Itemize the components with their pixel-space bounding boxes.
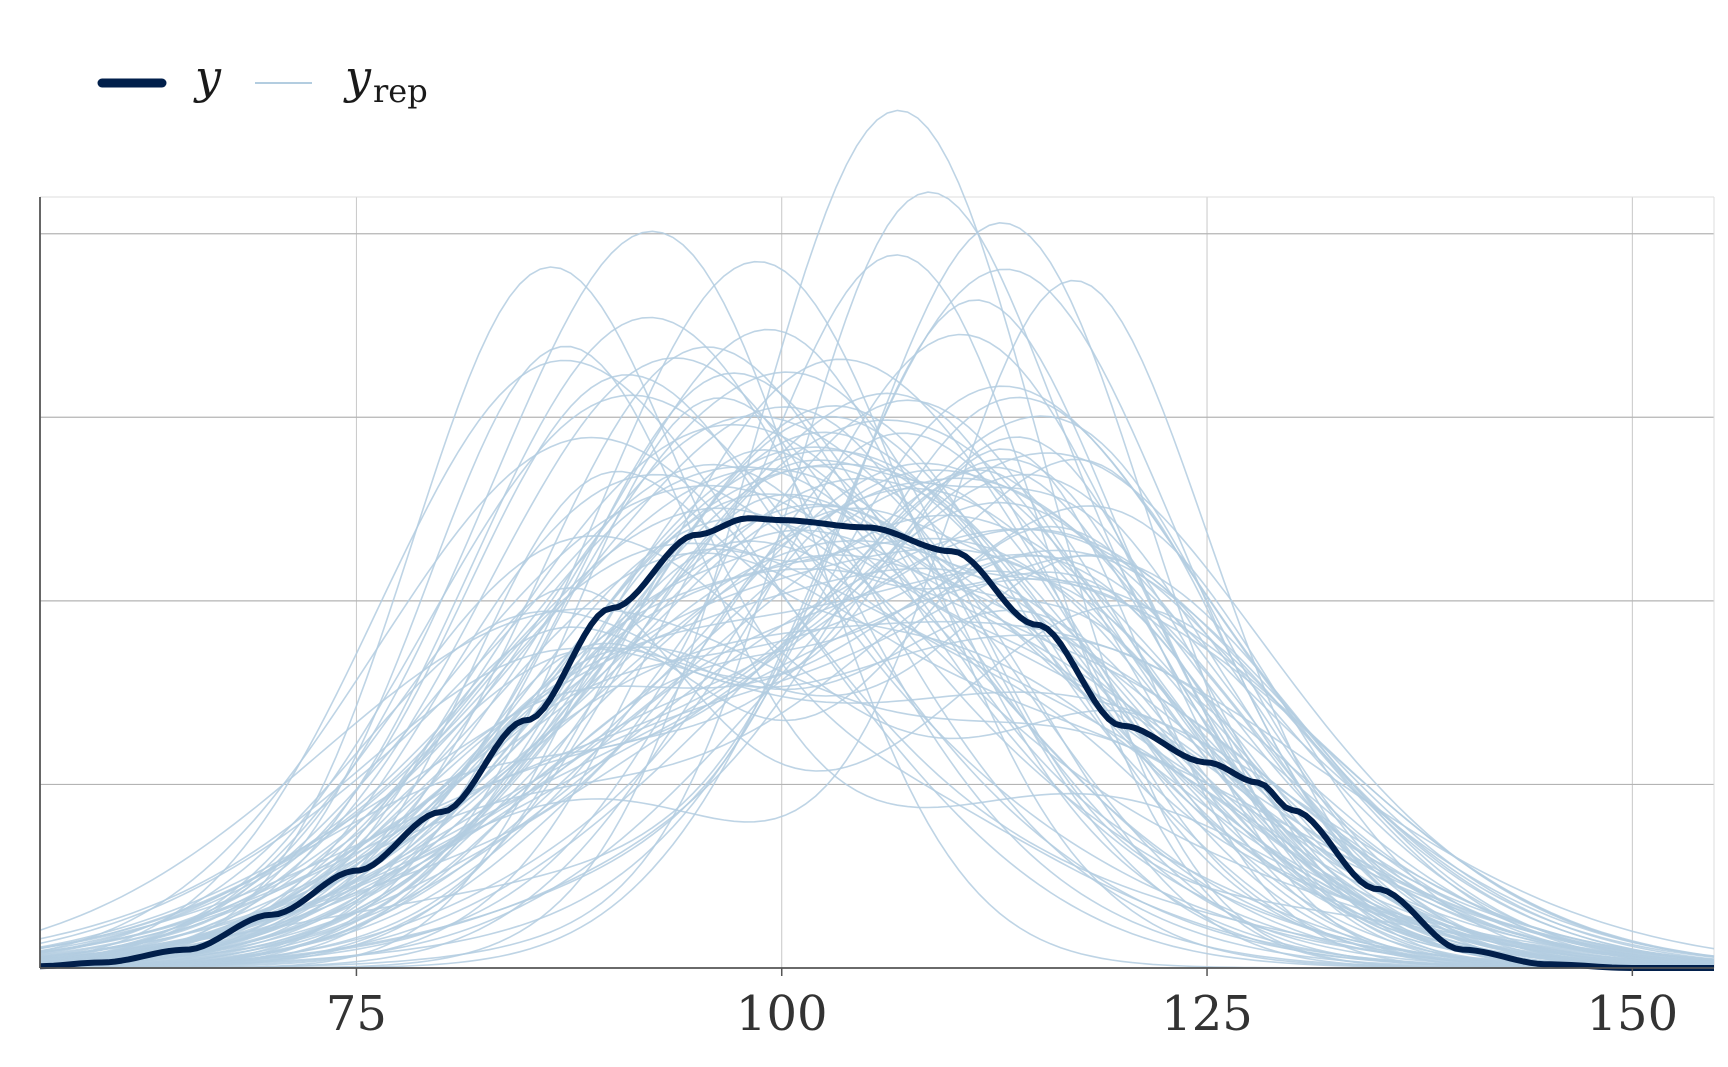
x-tick-label-150: 150: [1587, 986, 1679, 1042]
replicated-density-curve: [39, 552, 1715, 962]
replicated-density-curve: [39, 299, 1715, 967]
replicated-density-curve: [39, 568, 1715, 964]
observed-density-curve: [39, 515, 1714, 971]
replicated-density-curve: [40, 487, 1715, 969]
replicated-density-curve: [39, 516, 1715, 968]
replicated-density-curve: [39, 493, 1715, 969]
replicated-density-curve: [39, 394, 1714, 969]
replicated-density-curve: [39, 507, 1715, 969]
x-tick-label-125: 125: [1161, 986, 1253, 1042]
replicated-density-curve: [39, 542, 1715, 966]
replicated-density-curve: [39, 357, 1714, 969]
replicated-density-curve: [40, 432, 1715, 969]
legend-label-observed: y: [193, 50, 222, 104]
replicated-density-curve: [39, 481, 1715, 966]
replicated-density-curve: [39, 397, 1715, 967]
replicated-density-curve: [39, 423, 1714, 969]
x-tick-label-75: 75: [326, 986, 387, 1042]
replicated-density-curve: [39, 477, 1715, 967]
axis-layer: 75 100 125 150: [39, 197, 1714, 1042]
legend: y y rep: [97, 50, 428, 110]
replicated-density-curve: [39, 528, 1715, 967]
replicated-density-curve: [40, 191, 1714, 969]
replicated-density-curve: [39, 449, 1714, 969]
replicated-density-curve: [40, 525, 1715, 969]
replicated-density-curves: [39, 109, 1715, 969]
observed-density-layer: [39, 515, 1714, 971]
replicated-density-curve: [39, 549, 1715, 962]
replicated-density-curve: [39, 620, 1715, 967]
replicated-density-curve: [39, 385, 1715, 969]
replicated-density-curve: [40, 469, 1715, 969]
replicated-density-curve: [39, 458, 1714, 969]
legend-label-replicated: y: [343, 50, 372, 104]
x-tick-label-100: 100: [736, 986, 828, 1042]
legend-label-replicated-subscript: rep: [373, 72, 428, 110]
replicated-density-curve: [39, 484, 1714, 969]
